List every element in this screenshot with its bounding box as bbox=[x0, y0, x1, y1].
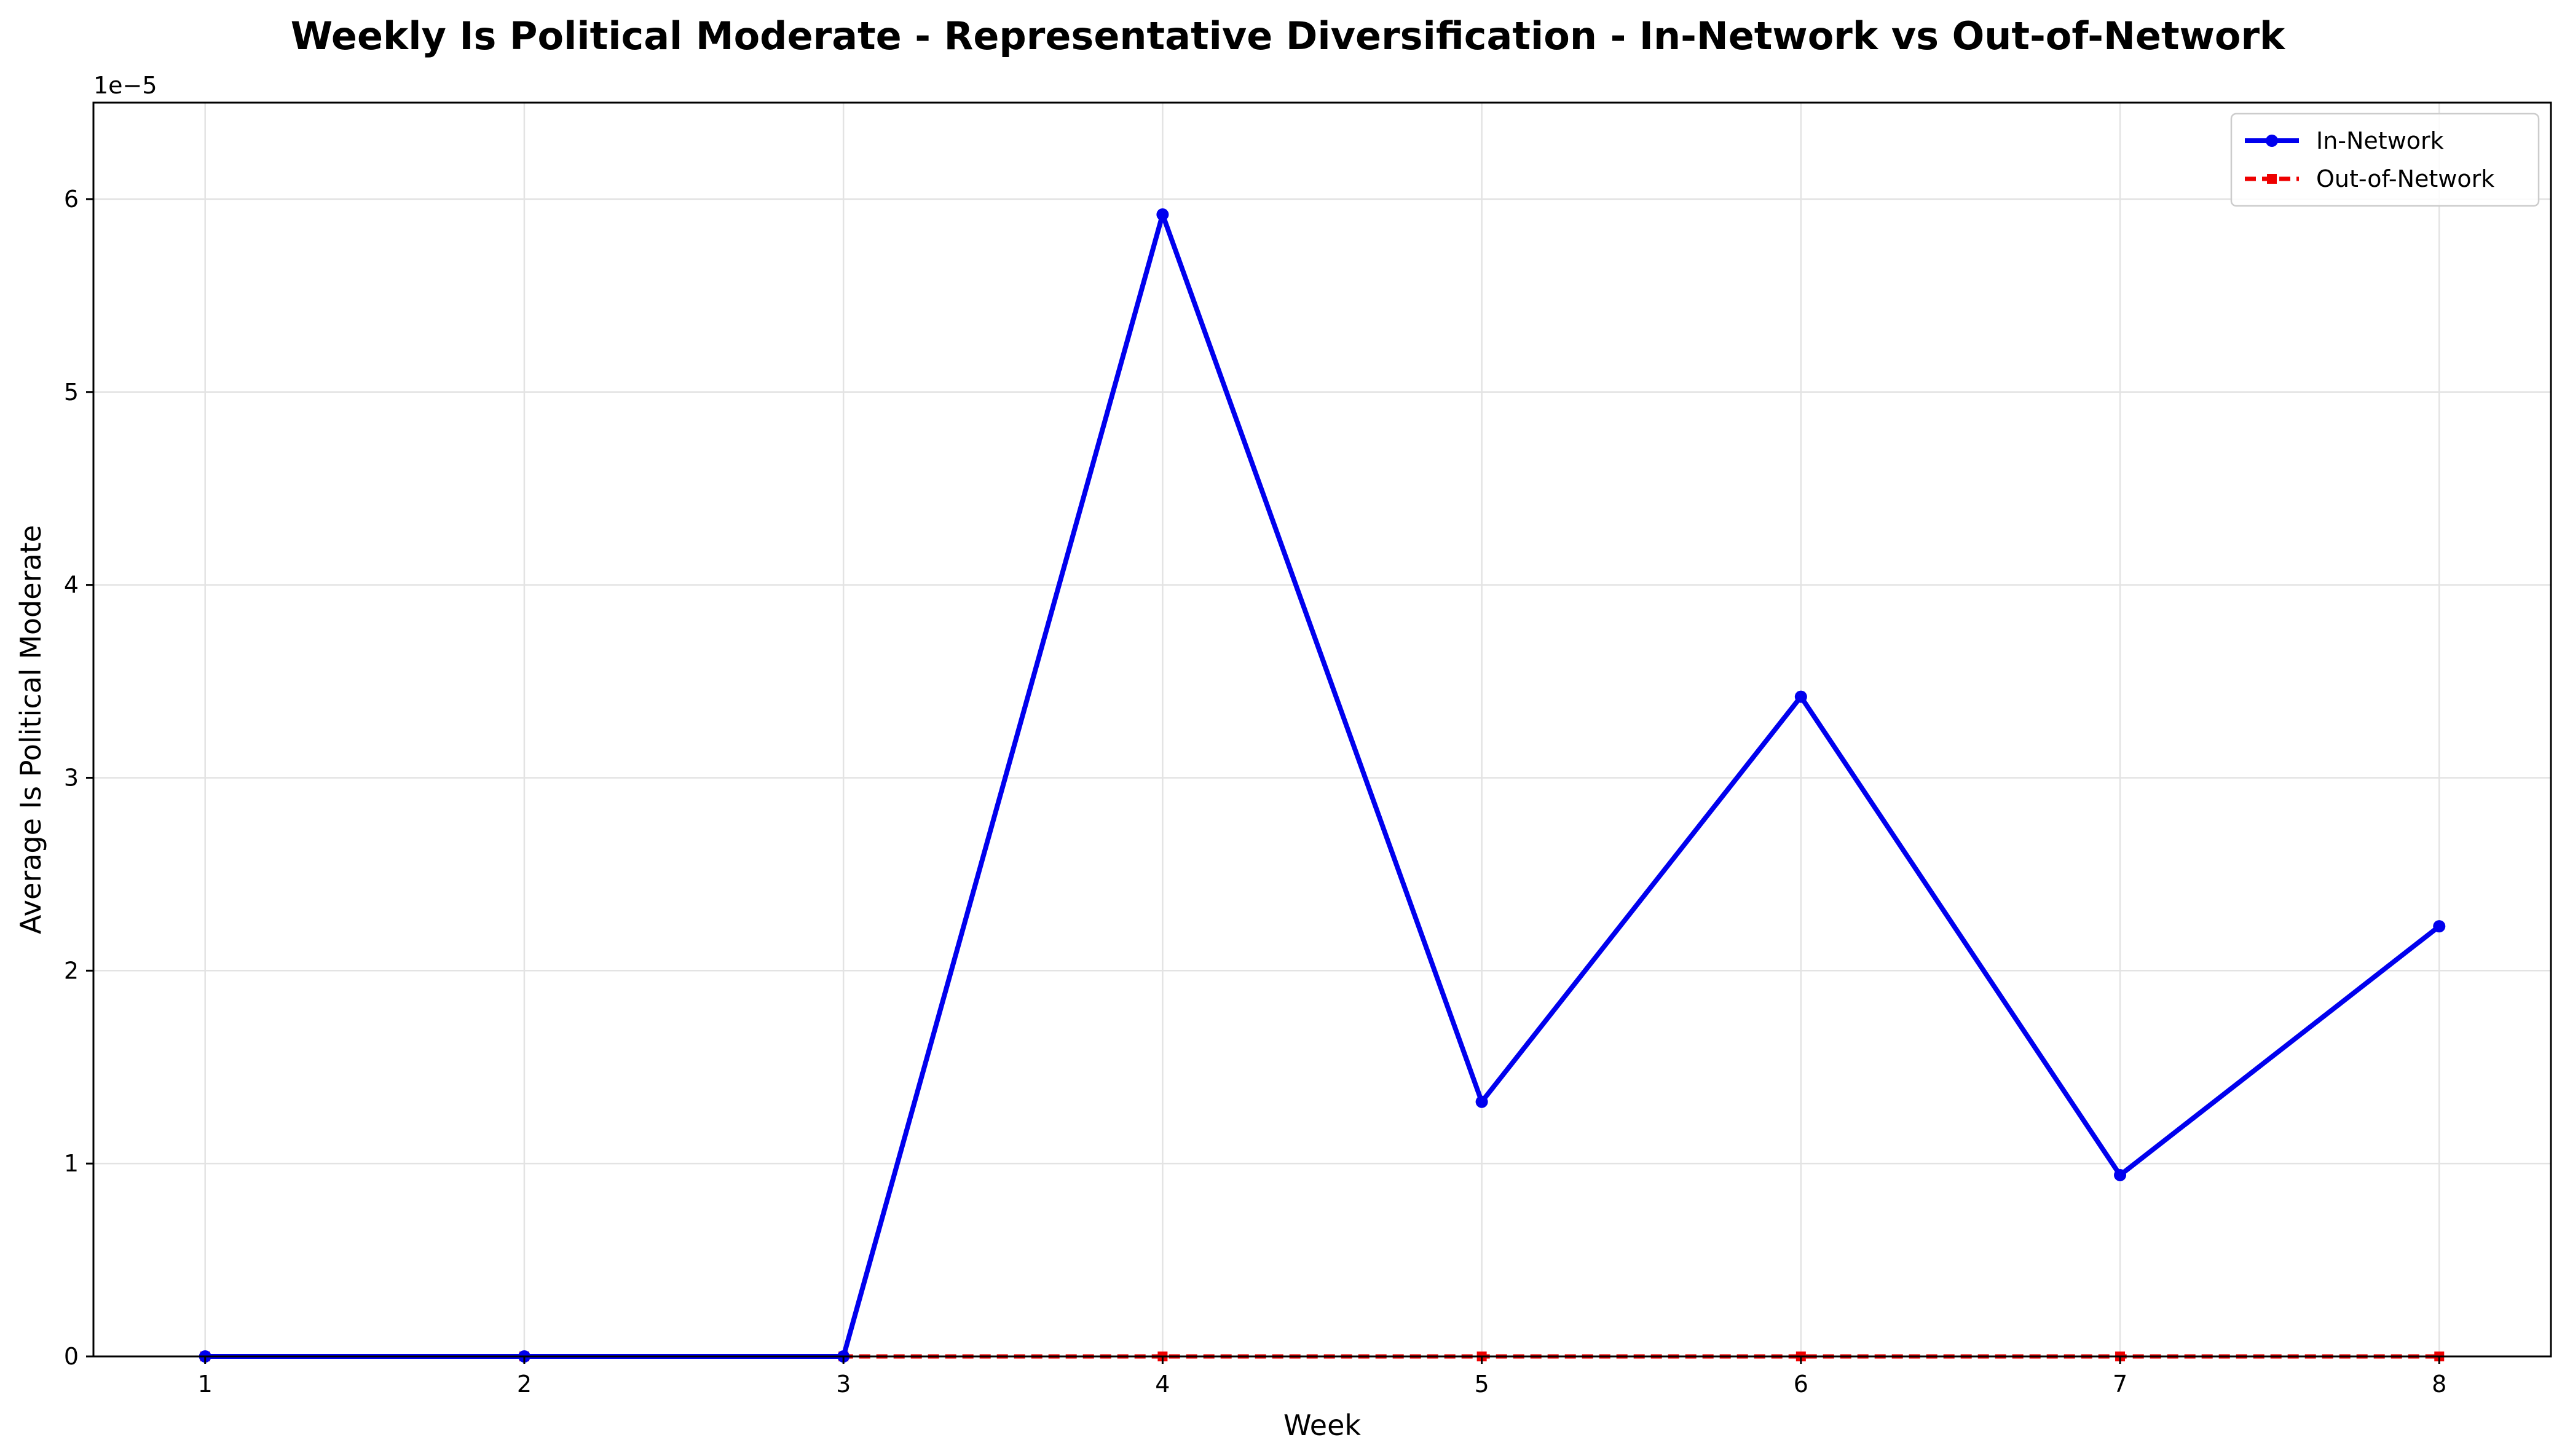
y-tick-label: 3 bbox=[64, 764, 79, 791]
in-network-point bbox=[2433, 920, 2446, 933]
x-axis-label: Week bbox=[1283, 1409, 1361, 1442]
y-tick-label: 4 bbox=[64, 572, 79, 599]
x-tick-label: 1 bbox=[198, 1371, 213, 1398]
x-tick-label: 4 bbox=[1155, 1371, 1170, 1398]
y-tick-label: 0 bbox=[64, 1343, 79, 1370]
x-tick-label: 7 bbox=[2113, 1371, 2127, 1398]
in-network-point bbox=[1794, 690, 1807, 703]
in-network-point bbox=[2114, 1168, 2127, 1181]
grid bbox=[93, 103, 2551, 1358]
x-tick-label: 3 bbox=[836, 1371, 851, 1398]
x-tick-label: 8 bbox=[2432, 1371, 2446, 1398]
legend: In-Network Out-of-Network bbox=[2230, 112, 2540, 207]
legend-label: In-Network bbox=[2316, 127, 2444, 154]
chart-title: Weekly Is Political Moderate - Represent… bbox=[291, 14, 2286, 58]
legend-swatch-marker bbox=[2267, 174, 2277, 184]
in-network-point bbox=[1475, 1095, 1488, 1108]
y-tick-label: 1 bbox=[64, 1150, 79, 1177]
x-tick-label: 5 bbox=[1475, 1371, 1489, 1398]
ticks: 1 2 3 4 5 6 7 8 0 1 2 3 4 5 6 bbox=[64, 186, 2447, 1398]
in-network-point bbox=[1156, 208, 1169, 221]
y-tick-label: 6 bbox=[64, 186, 79, 213]
x-tick-label: 6 bbox=[1794, 1371, 1808, 1398]
legend-swatch-marker bbox=[2266, 135, 2278, 147]
y-tick-label: 2 bbox=[64, 957, 79, 984]
y-axis-label: Average Is Political Moderate bbox=[14, 525, 47, 934]
y-tick-label: 5 bbox=[64, 379, 79, 406]
legend-box bbox=[2230, 112, 2540, 207]
y-axis-offset-label: 1e−5 bbox=[93, 72, 157, 99]
legend-label: Out-of-Network bbox=[2316, 165, 2494, 192]
plot-frame bbox=[92, 101, 2552, 1358]
x-tick-label: 2 bbox=[517, 1371, 532, 1398]
